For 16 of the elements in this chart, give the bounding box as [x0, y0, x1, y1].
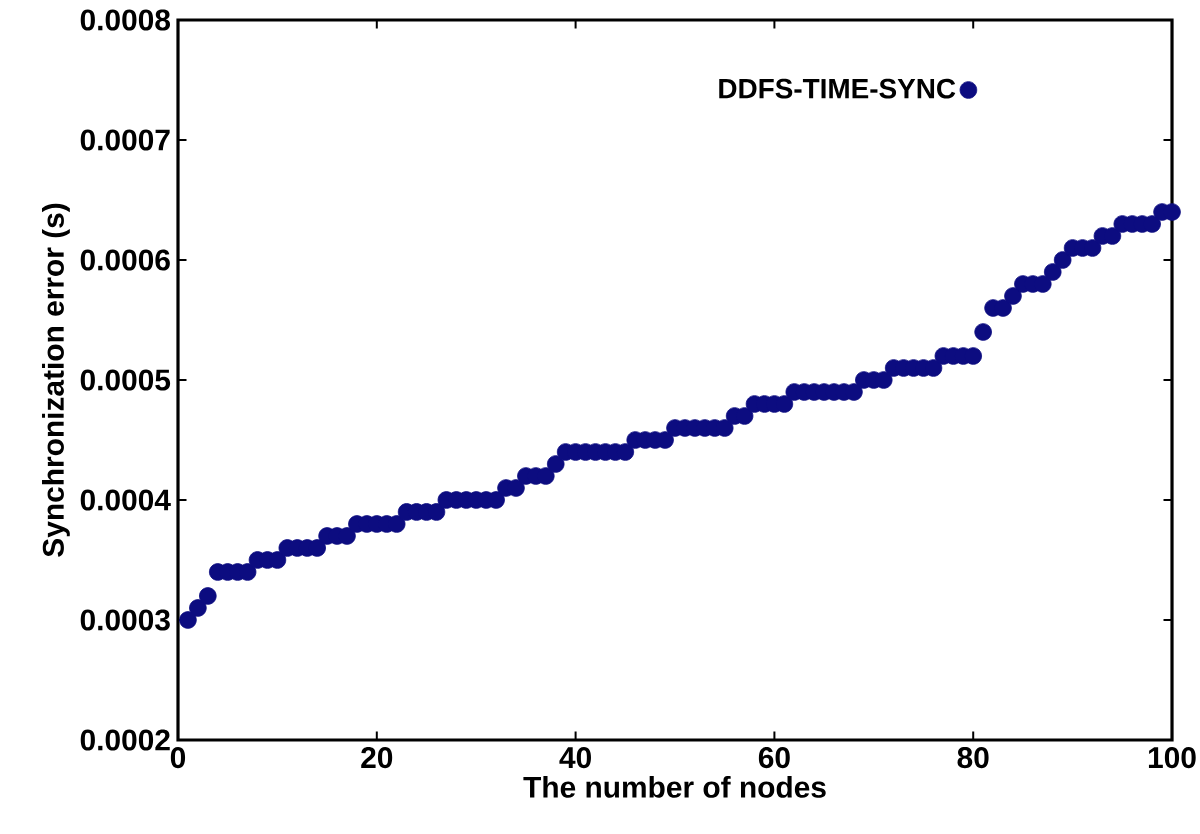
y-tick-label: 0.0006 [80, 249, 170, 271]
y-tick-label: 0.0004 [80, 489, 171, 511]
x-axis-title: The number of nodes [523, 775, 826, 798]
x-tick-label: 0 [170, 747, 186, 769]
y-axis-title: Synchronization error (s) [41, 203, 70, 557]
y-tick-label: 0.0003 [80, 609, 170, 631]
x-tick-label: 40 [559, 747, 591, 769]
x-tick-label: 100 [1148, 747, 1196, 769]
legend-label: DDFS-TIME-SYNC [719, 78, 956, 99]
y-tick-label: 0.0005 [80, 369, 171, 391]
y-tick-label: 0.0002 [80, 729, 170, 751]
x-tick-label: 80 [957, 747, 989, 769]
y-tick-label: 0.0008 [80, 9, 171, 31]
x-tick-label: 60 [758, 747, 790, 769]
x-tick-label: 20 [361, 747, 393, 769]
y-tick-label: 0.0007 [80, 129, 170, 151]
